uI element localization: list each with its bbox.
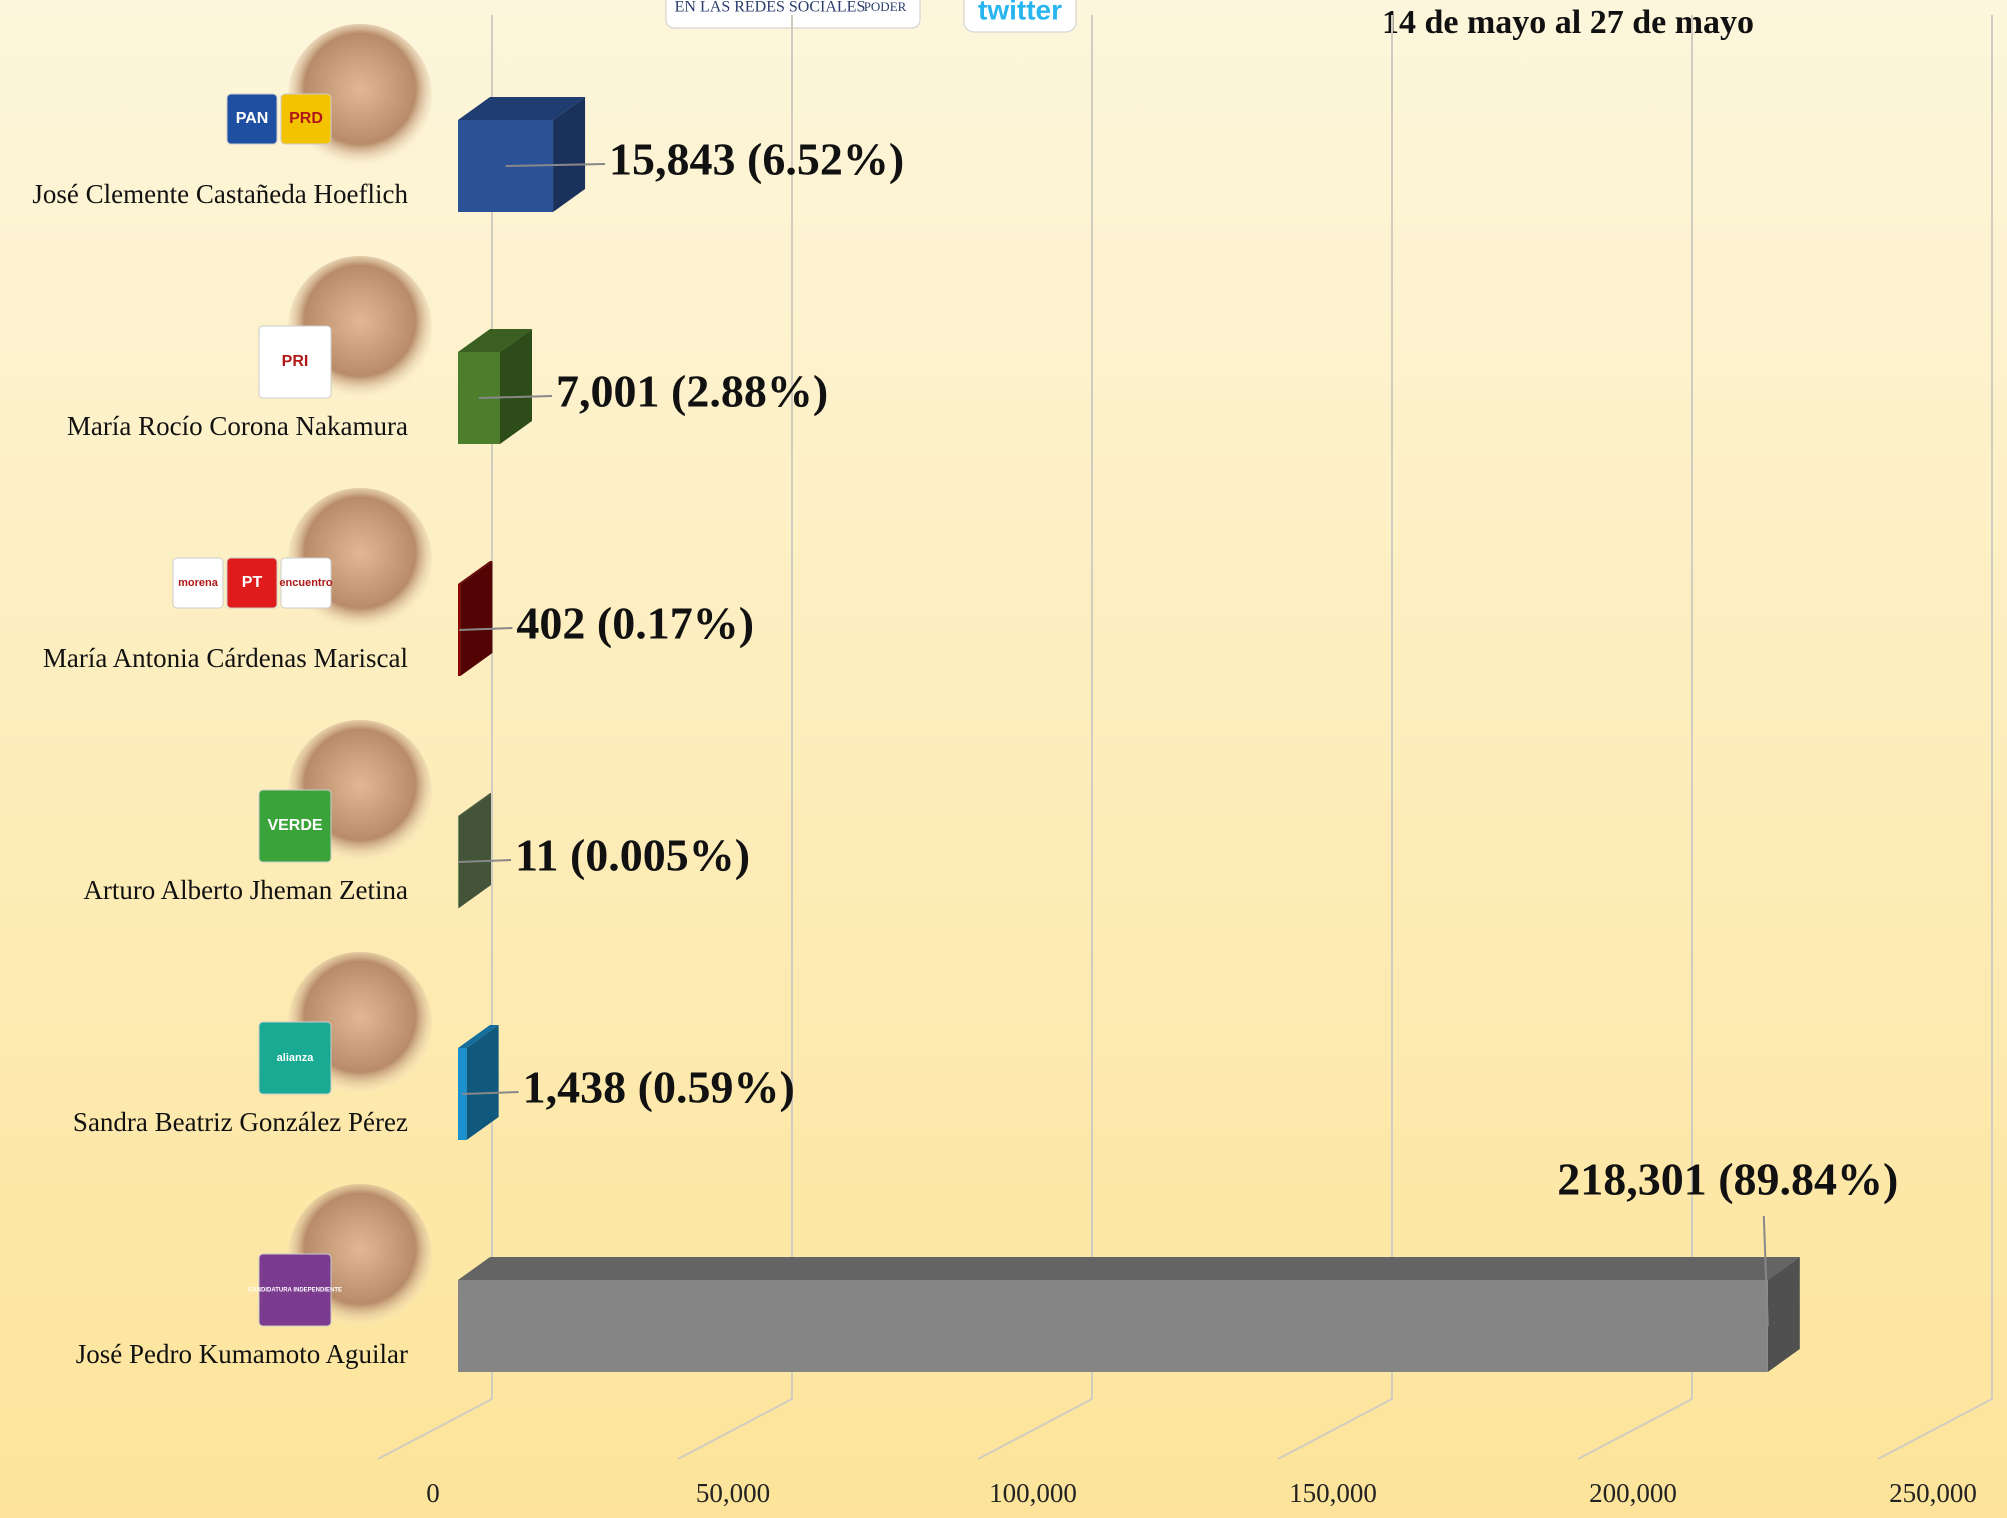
candidate-name: Arturo Alberto Jheman Zetina bbox=[83, 875, 408, 905]
chart: EN LAS REDES SOCIALES PODER twitter 14 d… bbox=[0, 0, 2007, 1518]
party-logo-text: VERDE bbox=[267, 817, 322, 834]
party-logo-text: encuentro bbox=[279, 577, 332, 589]
party-logo-text: PRD bbox=[289, 110, 323, 127]
x-tick-label: 250,000 bbox=[1889, 1478, 1977, 1508]
party-logo-text: PT bbox=[242, 574, 263, 591]
party-logo-text: PRI bbox=[282, 353, 309, 370]
x-tick-label: 0 bbox=[426, 1478, 440, 1508]
x-tick-label: 150,000 bbox=[1289, 1478, 1377, 1508]
bar-top bbox=[458, 1257, 1800, 1280]
value-label: 15,843 (6.52%) bbox=[609, 134, 904, 185]
bar bbox=[458, 1280, 1768, 1372]
x-tick-label: 200,000 bbox=[1589, 1478, 1677, 1508]
source-brand: PODER bbox=[864, 0, 907, 14]
x-tick-label: 100,000 bbox=[989, 1478, 1077, 1508]
party-logo-text: CANDIDATURA INDEPENDIENTE bbox=[248, 1288, 342, 1294]
party-logo-text: PAN bbox=[236, 110, 269, 127]
subtitle: 14 de mayo al 27 de mayo bbox=[1382, 4, 1754, 41]
candidate-name: María Rocío Corona Nakamura bbox=[67, 411, 408, 441]
candidate-name: Sandra Beatriz González Pérez bbox=[73, 1107, 408, 1137]
candidate-name: José Clemente Castañeda Hoeflich bbox=[32, 179, 408, 209]
value-label: 11 (0.005%) bbox=[515, 830, 750, 881]
x-tick-label: 50,000 bbox=[696, 1478, 770, 1508]
candidate-name: María Antonia Cárdenas Mariscal bbox=[43, 643, 408, 673]
party-logo-text: alianza bbox=[277, 1052, 315, 1064]
candidate-name: José Pedro Kumamoto Aguilar bbox=[76, 1339, 408, 1369]
value-label: 218,301 (89.84%) bbox=[1557, 1154, 1898, 1205]
header-logos: EN LAS REDES SOCIALES PODER twitter bbox=[666, 0, 1076, 32]
value-label: 7,001 (2.88%) bbox=[556, 366, 828, 417]
party-logo-text: morena bbox=[178, 577, 219, 589]
source-label: EN LAS REDES SOCIALES bbox=[675, 0, 866, 16]
value-label: 1,438 (0.59%) bbox=[523, 1062, 795, 1113]
platform: twitter bbox=[978, 0, 1062, 25]
value-label: 402 (0.17%) bbox=[516, 598, 754, 649]
